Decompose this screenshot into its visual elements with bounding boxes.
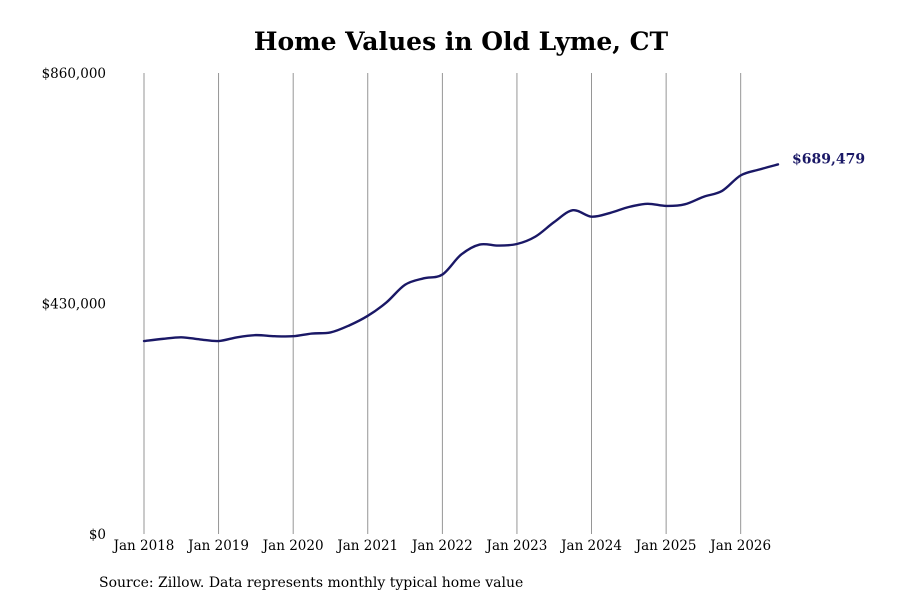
x-tick-label: Jan 2021 [335, 538, 398, 554]
x-tick-label: Jan 2025 [634, 538, 697, 554]
x-tick-label: Jan 2024 [559, 538, 622, 554]
y-tick-label: $430,000 [42, 297, 106, 313]
x-tick-label: Jan 2023 [485, 538, 548, 554]
y-tick-label: $860,000 [42, 66, 106, 82]
grid-lines [143, 73, 742, 534]
source-note: Source: Zillow. Data represents monthly … [99, 575, 523, 591]
x-tick-label: Jan 2019 [186, 538, 249, 554]
end-value-label: $689,479 [792, 151, 865, 167]
x-tick-label: Jan 2022 [410, 538, 473, 554]
y-tick-label: $0 [89, 527, 106, 543]
chart-title: Home Values in Old Lyme, CT [254, 27, 669, 56]
y-axis-labels: $0 $430,000 $860,000 [42, 66, 106, 543]
x-axis-labels: Jan 2018 Jan 2019 Jan 2020 Jan 2021 Jan 2022… [112, 538, 772, 554]
x-tick-label: Jan 2020 [261, 538, 324, 554]
x-tick-label: Jan 2018 [112, 538, 175, 554]
x-tick-label: Jan 2026 [708, 538, 771, 554]
series-line [142, 163, 780, 343]
series-layer [142, 163, 780, 343]
